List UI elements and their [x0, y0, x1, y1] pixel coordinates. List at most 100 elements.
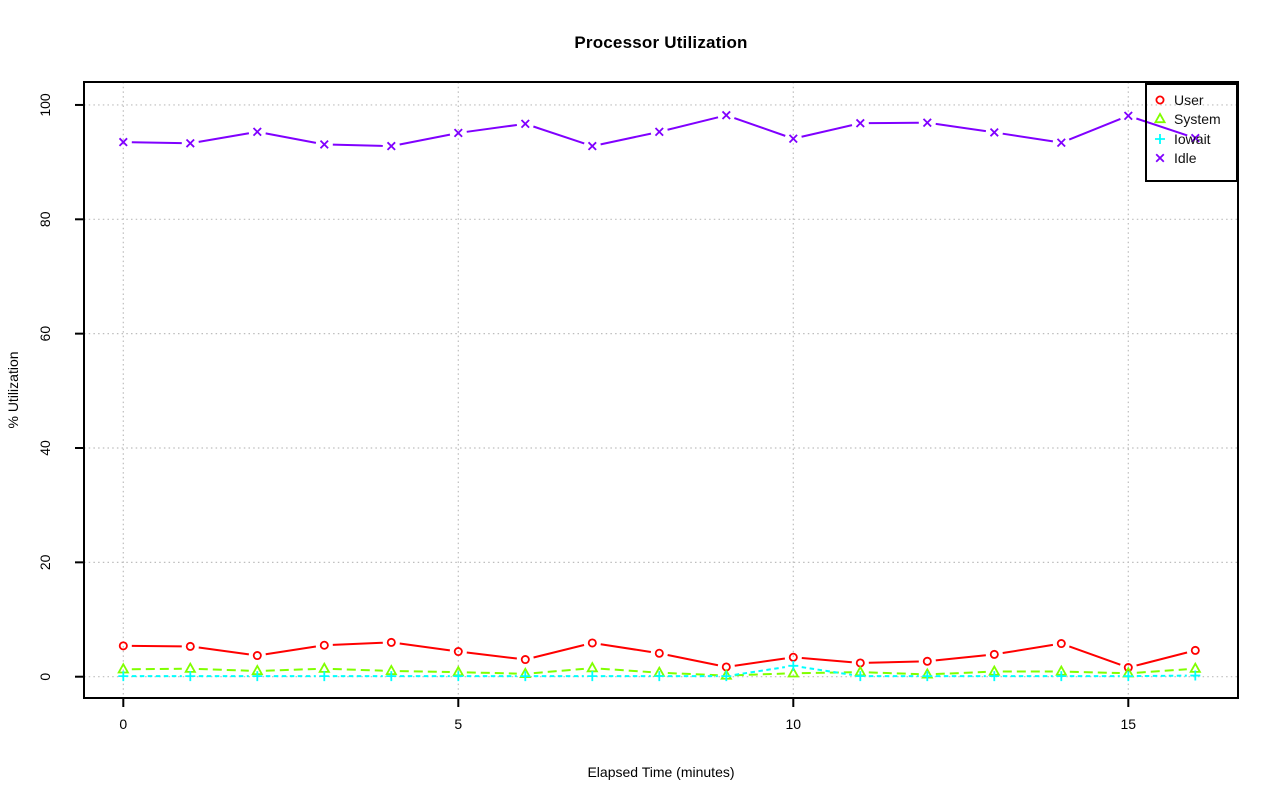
- plus-marker-icon: [1123, 671, 1134, 682]
- plus-marker-icon: [386, 671, 397, 682]
- x-marker-icon: [788, 134, 798, 144]
- series-segment: [1136, 668, 1187, 674]
- x-marker-icon: [721, 110, 731, 120]
- plus-marker-icon: [654, 671, 665, 682]
- circle-marker-icon: [520, 655, 530, 665]
- x-marker-icon: [989, 127, 999, 137]
- series-segment: [935, 670, 986, 676]
- plus-marker-icon: [922, 671, 933, 682]
- plus-marker-icon: [721, 671, 732, 682]
- x-tick-label: 10: [786, 716, 802, 732]
- tick-labels: 0 5 10 15 0 20 40 60 80 100: [37, 93, 1136, 732]
- triangle-marker-icon: [1153, 112, 1167, 124]
- series-segment: [801, 671, 852, 675]
- series-segment: [600, 132, 652, 146]
- y-tick-label: 20: [37, 554, 53, 570]
- x-marker-icon: [1056, 138, 1066, 148]
- x-marker-icon: [654, 127, 664, 137]
- x-marker-icon: [1190, 133, 1200, 143]
- series-segment: [265, 132, 317, 144]
- series-segment: [801, 124, 853, 138]
- circle-marker-icon: [1056, 639, 1066, 649]
- legend-item-label: Idle: [1174, 150, 1197, 167]
- plus-marker-icon: [453, 671, 464, 682]
- x-marker-icon: [1155, 153, 1165, 163]
- x-axis-label: Elapsed Time (minutes): [587, 764, 735, 780]
- legend-item-system: System: [1147, 110, 1236, 130]
- x-tick-label: 15: [1121, 716, 1137, 732]
- series-segment: [1002, 643, 1054, 655]
- series-segment: [533, 667, 584, 675]
- triangle-marker-icon: [318, 661, 331, 673]
- y-tick-label: 40: [37, 440, 53, 456]
- series-segment: [1069, 670, 1120, 675]
- series-iowait: [118, 660, 1201, 682]
- legend-item-iowait: Iowait: [1147, 129, 1236, 149]
- circle-marker-icon: [185, 641, 195, 651]
- legend-x-marker-icon: [1155, 153, 1165, 163]
- series-segment: [1068, 118, 1121, 141]
- series-segment: [198, 132, 250, 143]
- series-segment: [734, 657, 786, 667]
- triangle-marker-icon: [787, 666, 800, 678]
- series-segment: [734, 666, 786, 676]
- y-tick-label: 80: [37, 211, 53, 227]
- y-tick-label: 60: [37, 326, 53, 342]
- legend-item-label: Iowait: [1174, 130, 1211, 147]
- y-axis-label: % Utilization: [5, 351, 21, 429]
- circle-marker-icon: [654, 648, 664, 658]
- plus-marker-icon: [788, 660, 799, 671]
- x-tick-label: 5: [454, 716, 462, 732]
- circle-marker-icon: [252, 651, 262, 661]
- series-user: [118, 637, 1200, 673]
- series-segment: [332, 143, 383, 147]
- plus-marker-icon: [520, 671, 531, 682]
- legend-item-user: User: [1147, 90, 1236, 110]
- series-segment: [399, 670, 450, 673]
- series-segment: [935, 122, 987, 133]
- series-idle: [118, 110, 1200, 151]
- triangle-marker-icon: [184, 661, 197, 673]
- series-segment: [198, 646, 250, 656]
- x-marker-icon: [1123, 111, 1133, 121]
- series-segment: [667, 653, 719, 667]
- series-segment: [801, 666, 853, 676]
- series-segment: [399, 642, 451, 652]
- x-marker-icon: [587, 141, 597, 151]
- circle-marker-icon: [922, 656, 932, 666]
- series-segment: [733, 117, 786, 137]
- plus-marker-icon: [1056, 671, 1067, 682]
- series-segment: [667, 672, 718, 677]
- series-segment: [1136, 117, 1188, 137]
- series-segment: [265, 667, 316, 672]
- circle-marker-icon: [118, 641, 128, 651]
- series-segment: [801, 656, 852, 664]
- series-segment: [131, 141, 182, 145]
- plot-border: [83, 81, 1239, 699]
- y-tick-label: 100: [37, 93, 53, 117]
- circle-marker-icon: [319, 640, 329, 650]
- x-marker-icon: [520, 119, 530, 129]
- legend-triangle-marker-icon: [1153, 112, 1167, 124]
- circle-marker-icon: [587, 638, 597, 648]
- series-segment: [533, 644, 585, 659]
- plus-marker-icon: [252, 671, 263, 682]
- y-tick-label: 0: [37, 673, 53, 681]
- legend-item-label: User: [1174, 91, 1204, 108]
- series-segment: [466, 651, 517, 660]
- chart-title: Processor Utilization: [574, 33, 748, 52]
- triangle-marker-icon: [586, 661, 599, 673]
- x-marker-icon: [252, 127, 262, 137]
- gridlines: [84, 82, 1238, 698]
- series-system: [117, 661, 1202, 680]
- circle-marker-icon: [1155, 95, 1165, 105]
- series-segment: [466, 123, 518, 133]
- legend-item-label: System: [1174, 111, 1221, 128]
- x-tick-label: 0: [119, 716, 127, 732]
- circle-marker-icon: [386, 637, 396, 647]
- series-segment: [600, 643, 652, 653]
- legend-circle-marker-icon: [1155, 95, 1165, 105]
- plus-marker-icon: [587, 671, 598, 682]
